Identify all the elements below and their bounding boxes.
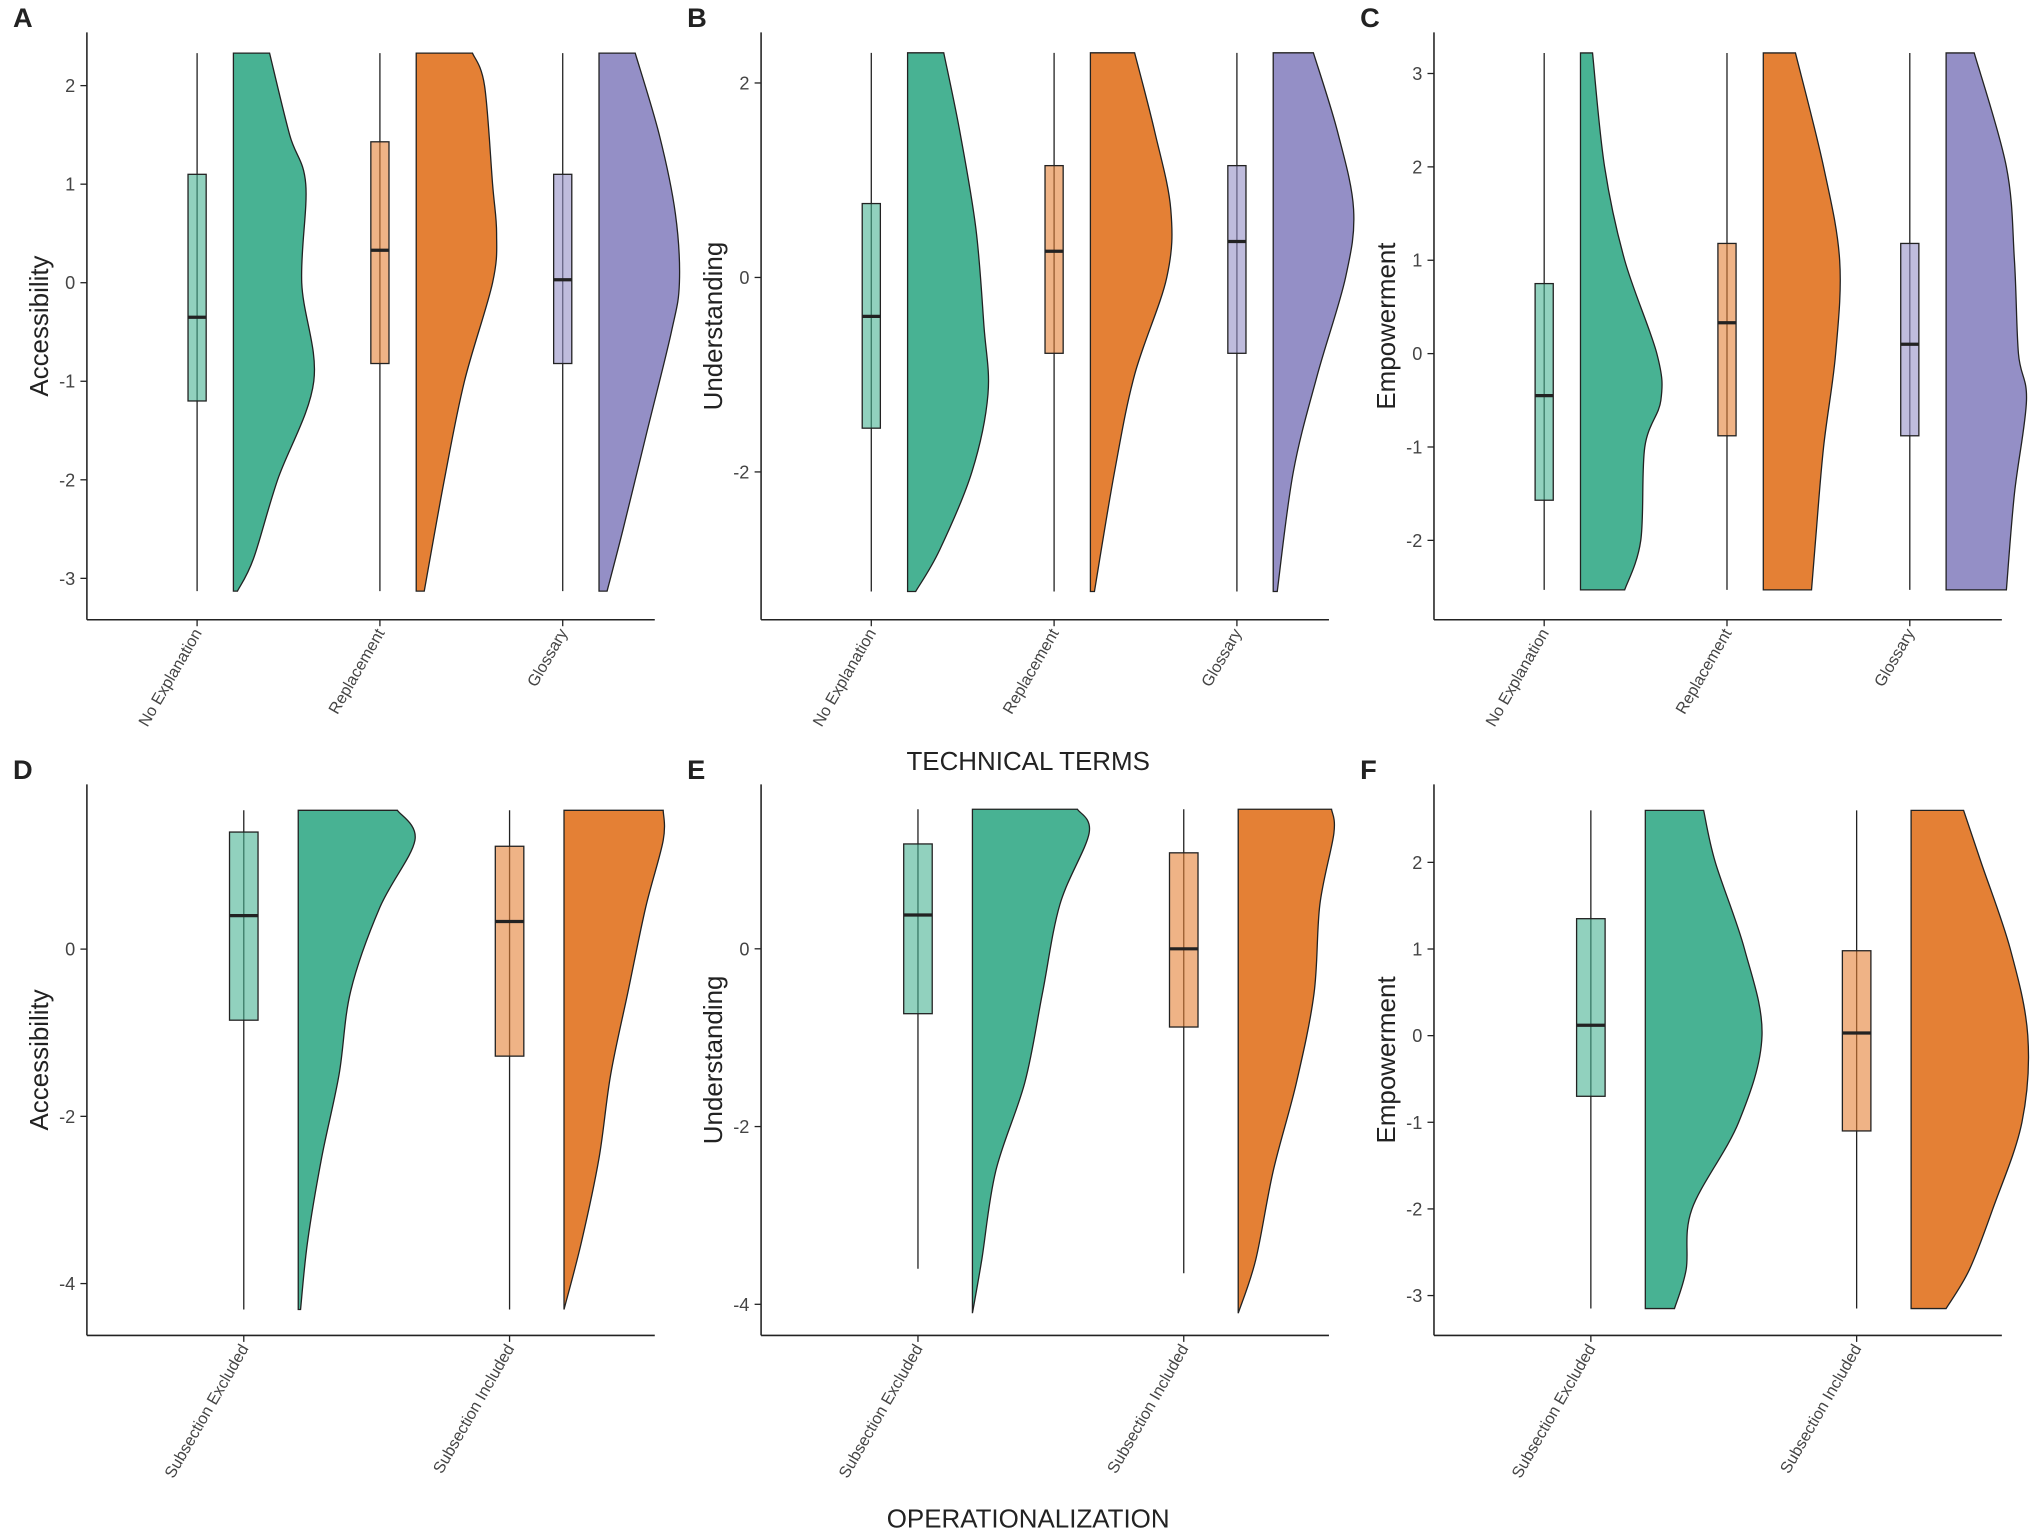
box	[1575, 918, 1606, 1097]
panel-letter: F	[1360, 754, 1377, 785]
y-tick-label: -3	[59, 569, 75, 589]
y-tick-label: 2	[65, 76, 75, 96]
x-tick-label: No Explanation	[1482, 626, 1552, 730]
x-tick-label: Glossary	[524, 625, 572, 690]
box	[494, 845, 525, 1057]
box	[1044, 164, 1064, 354]
violin	[1644, 809, 1763, 1310]
x-tick-label: Subsection Included	[1777, 1341, 1865, 1476]
x-tick-label: Subsection Excluded	[161, 1341, 252, 1481]
x-tick-label: Replacement	[325, 625, 389, 717]
box	[1534, 282, 1554, 501]
y-axis-title: Accessibility	[26, 255, 54, 396]
box	[903, 843, 933, 1015]
panel: F Empowerment -3 -2 -1 0 1 2 Subsection Excluded…	[1360, 754, 2030, 1481]
violin	[971, 808, 1091, 1314]
box	[1717, 242, 1737, 437]
panel-letter: A	[13, 2, 33, 33]
y-tick-label: 0	[65, 940, 75, 960]
y-tick-label: 0	[739, 268, 749, 288]
y-tick-label: -4	[59, 1274, 75, 1294]
box	[187, 173, 207, 402]
x-tick-label: No Explanation	[135, 626, 205, 730]
y-tick-label: -2	[59, 1107, 75, 1127]
y-tick-label: -1	[1406, 437, 1422, 457]
y-tick-label: 2	[739, 73, 749, 93]
violin	[1910, 809, 2030, 1310]
violin	[1579, 52, 1663, 591]
x-tick-label: Replacement	[999, 625, 1063, 717]
x-tick-label: Subsection Excluded	[1508, 1341, 1599, 1481]
y-tick-label: -1	[1406, 1113, 1422, 1133]
violin	[1272, 52, 1355, 593]
x-tick-label: Glossary	[1871, 625, 1919, 690]
y-tick-label: 2	[1412, 853, 1422, 873]
panel: C Empowerment -2 -1 0 1 2 3 No Explanation Replac…	[1360, 2, 2028, 730]
x-tick-label: Subsection Included	[1104, 1341, 1192, 1476]
x-tick-label: Subsection Excluded	[835, 1341, 926, 1481]
violin	[1089, 52, 1173, 593]
y-tick-label: -3	[1406, 1286, 1422, 1306]
y-axis-title: Understanding	[700, 242, 728, 411]
violin	[598, 52, 681, 592]
violin	[906, 52, 990, 593]
y-tick-label: -2	[733, 1117, 749, 1137]
box	[1227, 164, 1247, 354]
panel-letter: D	[13, 754, 33, 785]
y-tick-label: 0	[1412, 344, 1422, 364]
panel: A Accessibility -3 -2 -1 0 1 2 No Explanation Rep…	[13, 2, 681, 730]
x-tick-label: Subsection Included	[430, 1341, 518, 1476]
panel: D Accessibility -4 -2 0 Subsection Excluded Su…	[13, 754, 666, 1481]
y-tick-label: -2	[59, 470, 75, 490]
y-tick-label: 1	[1412, 939, 1422, 959]
panel-letter: E	[687, 754, 705, 785]
box	[370, 141, 390, 365]
violin	[232, 52, 316, 592]
violin	[297, 809, 416, 1311]
y-axis-title: Accessibility	[26, 989, 54, 1130]
y-tick-label: 1	[65, 175, 75, 195]
y-tick-label: 3	[1412, 64, 1422, 84]
y-axis-title: Empowerment	[1373, 242, 1401, 410]
y-tick-label: 1	[1412, 251, 1422, 271]
violin	[563, 809, 666, 1310]
x-tick-label: Replacement	[1672, 625, 1736, 717]
y-tick-label: -2	[733, 462, 749, 482]
panel: E Understanding -4 -2 0 Subsection Excluded Su…	[687, 754, 1336, 1533]
panel: B Understanding -2 0 2 No Explanation Replacem…	[687, 2, 1355, 776]
violin	[1237, 808, 1336, 1314]
violin	[1762, 52, 1841, 591]
y-tick-label: -4	[733, 1295, 749, 1315]
violin	[1945, 52, 2028, 591]
box	[228, 831, 259, 1021]
violin	[415, 52, 498, 592]
box	[1841, 950, 1872, 1132]
x-tick-label: Glossary	[1198, 625, 1246, 690]
y-tick-label: -2	[1406, 1199, 1422, 1219]
panel-letter: C	[1360, 2, 1380, 33]
x-axis-title: TECHNICAL TERMS	[906, 748, 1149, 776]
y-tick-label: 0	[1412, 1026, 1422, 1046]
x-tick-label: No Explanation	[809, 626, 879, 730]
x-axis-title: OPERATIONALIZATION	[887, 1505, 1170, 1533]
y-tick-label: 0	[739, 939, 749, 959]
y-tick-label: 0	[65, 273, 75, 293]
panel-letter: B	[687, 2, 707, 33]
y-axis-title: Understanding	[700, 976, 728, 1145]
box	[1168, 852, 1199, 1028]
box	[1900, 242, 1920, 437]
y-tick-label: -2	[1406, 531, 1422, 551]
y-tick-label: 2	[1412, 157, 1422, 177]
y-axis-title: Empowerment	[1373, 976, 1401, 1144]
box	[552, 173, 573, 365]
y-tick-label: -1	[59, 372, 75, 392]
